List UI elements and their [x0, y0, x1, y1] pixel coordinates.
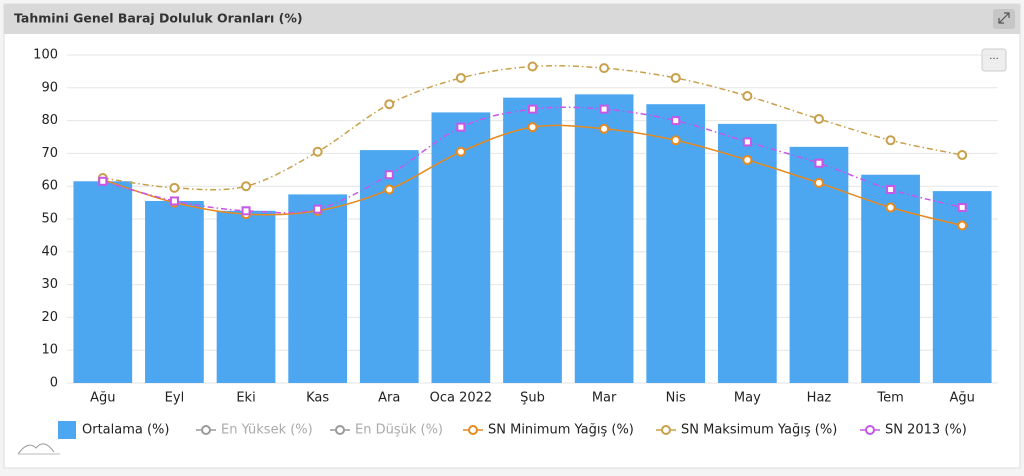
legend-marker [201, 425, 211, 435]
x-tick-label: Eyl [165, 391, 185, 406]
series-marker [599, 63, 610, 74]
y-tick-label: 100 [33, 48, 58, 63]
series-marker [169, 182, 180, 193]
bar [503, 97, 562, 383]
series-marker [455, 146, 466, 157]
x-tick-label: Eki [236, 391, 255, 406]
legend-label: Ortalama (%) [82, 423, 169, 438]
bar [145, 200, 204, 383]
legend-label: En Düşük (%) [355, 423, 443, 438]
x-tick-label: May [734, 391, 761, 406]
bar [431, 112, 491, 384]
legend-marker [335, 425, 345, 435]
series-marker [742, 154, 753, 165]
legend-label: SN Maksimum Yağış (%) [681, 423, 837, 438]
x-tick-label: Haz [807, 391, 832, 406]
y-tick-label: 0 [50, 376, 58, 391]
series-marker [813, 113, 824, 124]
series-marker [957, 220, 968, 231]
legend-label: En Yüksek (%) [221, 423, 313, 438]
legend-swatch [58, 421, 76, 439]
y-tick-label: 10 [41, 343, 58, 358]
legend-label: SN 2013 (%) [885, 423, 967, 438]
series-marker [670, 72, 681, 83]
bar [646, 104, 706, 383]
series-marker [957, 150, 968, 161]
series-marker [957, 203, 967, 213]
series-marker [527, 122, 538, 133]
legend-item[interactable]: SN Maksimum Yağış (%) [656, 423, 837, 438]
header [4, 4, 1020, 34]
series-marker [527, 61, 538, 72]
series-marker [599, 104, 609, 114]
series-marker [885, 135, 896, 146]
logo [17, 443, 55, 455]
expand-button[interactable] [993, 9, 1015, 29]
x-tick-label: Tem [876, 391, 903, 406]
expand-icon [998, 12, 1010, 24]
y-tick-label: 40 [41, 244, 58, 259]
chart-title: Tahmini Genel Baraj Doluluk Oranları (%) [14, 11, 303, 26]
bar [717, 123, 777, 383]
series-marker [312, 146, 323, 157]
x-tick-label: Ağu [949, 391, 974, 406]
menu-icon: ··· [989, 54, 999, 65]
legend-item[interactable]: En Yüksek (%) [196, 423, 313, 438]
series-marker [241, 181, 252, 192]
y-tick-label: 80 [41, 113, 58, 128]
legend-item[interactable]: Ortalama (%) [58, 421, 169, 439]
series-marker [384, 170, 394, 180]
y-tick-label: 90 [41, 80, 58, 95]
y-tick-label: 20 [41, 310, 58, 325]
legend-label: SN Minimum Yağış (%) [488, 423, 634, 438]
bar [73, 181, 133, 383]
y-tick-label: 30 [41, 277, 58, 292]
y-tick-label: 50 [41, 212, 58, 227]
bar [574, 94, 634, 384]
series-marker [455, 72, 466, 83]
series-marker [384, 99, 395, 110]
x-tick-label: Kas [306, 391, 329, 406]
series-marker [742, 91, 753, 101]
legend-marker [468, 425, 478, 435]
legend-marker [865, 425, 875, 435]
series-marker [456, 122, 466, 132]
series-marker [813, 177, 824, 188]
series-marker [671, 116, 681, 126]
bar [288, 194, 348, 383]
x-tick-label: Şub [520, 391, 545, 406]
legend-marker [661, 425, 671, 435]
x-tick-label: Nis [666, 391, 686, 406]
series-marker [241, 206, 251, 216]
series-marker [599, 123, 610, 134]
series-marker [528, 104, 537, 114]
legend-item[interactable]: SN 2013 (%) [860, 423, 967, 438]
legend-item[interactable]: SN Minimum Yağış (%) [463, 423, 634, 438]
series-marker [313, 204, 323, 214]
x-tick-label: Ara [378, 391, 400, 406]
y-tick-label: 60 [41, 179, 58, 194]
series-marker [885, 202, 896, 213]
x-tick-label: Ağu [90, 391, 115, 406]
bar [216, 210, 276, 383]
legend-item[interactable]: En Düşük (%) [330, 423, 443, 438]
series-marker [886, 184, 896, 194]
series-marker [742, 137, 752, 147]
y-tick-label: 70 [41, 146, 58, 161]
x-tick-label: Mar [592, 391, 617, 406]
x-tick-label: Oca 2022 [430, 391, 493, 406]
series-marker [670, 135, 681, 146]
series-marker [384, 184, 395, 195]
series-marker [98, 176, 108, 186]
series-marker [814, 158, 824, 168]
series-marker [169, 196, 179, 206]
